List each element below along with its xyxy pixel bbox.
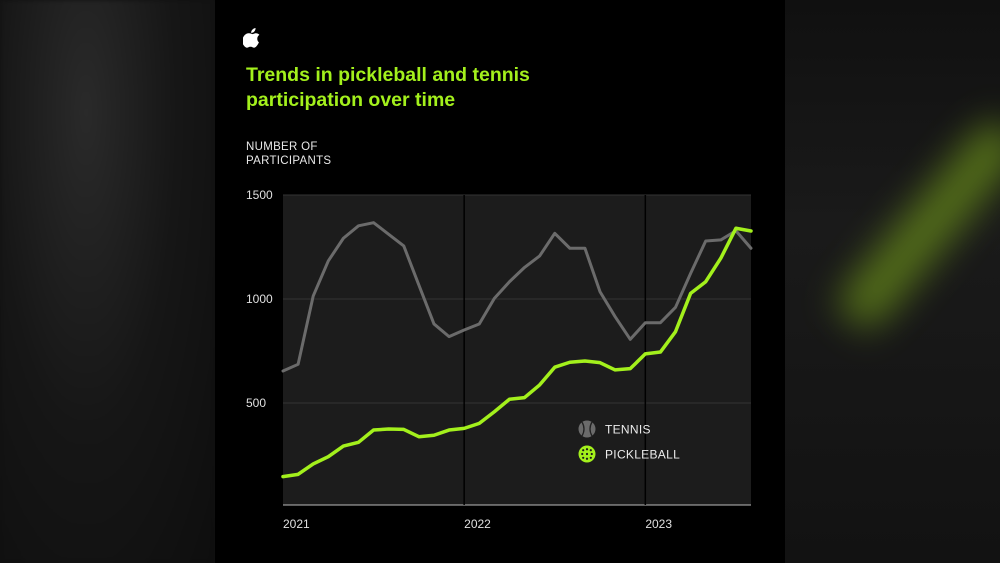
y-tick-label: 1000 <box>246 292 273 306</box>
x-tick-label: 2023 <box>645 517 672 531</box>
icon-hole <box>590 452 593 456</box>
chart-title: Trends in pickleball and tennis particip… <box>246 63 530 113</box>
x-tick-label: 2022 <box>464 517 491 531</box>
y-tick-label: 500 <box>246 396 266 410</box>
icon-hole <box>585 457 589 460</box>
series-pickleball <box>281 226 753 479</box>
legend-label: TENNIS <box>605 423 651 437</box>
icon-seam <box>581 421 593 437</box>
blurred-background-left <box>0 0 215 563</box>
pickleball-icon <box>578 445 596 463</box>
icon-hole <box>589 449 592 452</box>
legend-item: TENNIS <box>578 420 651 438</box>
series-line <box>281 221 753 373</box>
series-line <box>281 226 753 479</box>
y-axis-label-line: NUMBER OF <box>246 141 318 153</box>
icon-hole <box>581 452 584 456</box>
legend-item: PICKLEBALL <box>578 445 680 463</box>
blurred-background-right <box>785 0 1000 563</box>
y-axis-label-line: PARTICIPANTS <box>246 155 332 167</box>
icon-hole <box>585 452 589 456</box>
icon-hole <box>582 449 585 452</box>
y-axis-label: NUMBER OF PARTICIPANTS <box>246 140 331 168</box>
chart-title-line: participation over time <box>246 89 456 111</box>
icon-hole <box>582 456 585 459</box>
chart-title-line: Trends in pickleball and tennis <box>246 64 530 86</box>
icon-body <box>578 420 596 438</box>
icon-hole <box>589 456 592 459</box>
x-tick-label: 2021 <box>283 517 310 531</box>
legend-label: PICKLEBALL <box>605 448 680 462</box>
y-tick-label: 1500 <box>246 188 273 202</box>
tennis-ball-icon <box>578 420 596 438</box>
legend: TENNIS PICKLEBALL <box>578 420 680 463</box>
apple-logo-icon <box>243 28 260 48</box>
plot-area <box>283 195 751 505</box>
icon-hole <box>585 448 589 451</box>
